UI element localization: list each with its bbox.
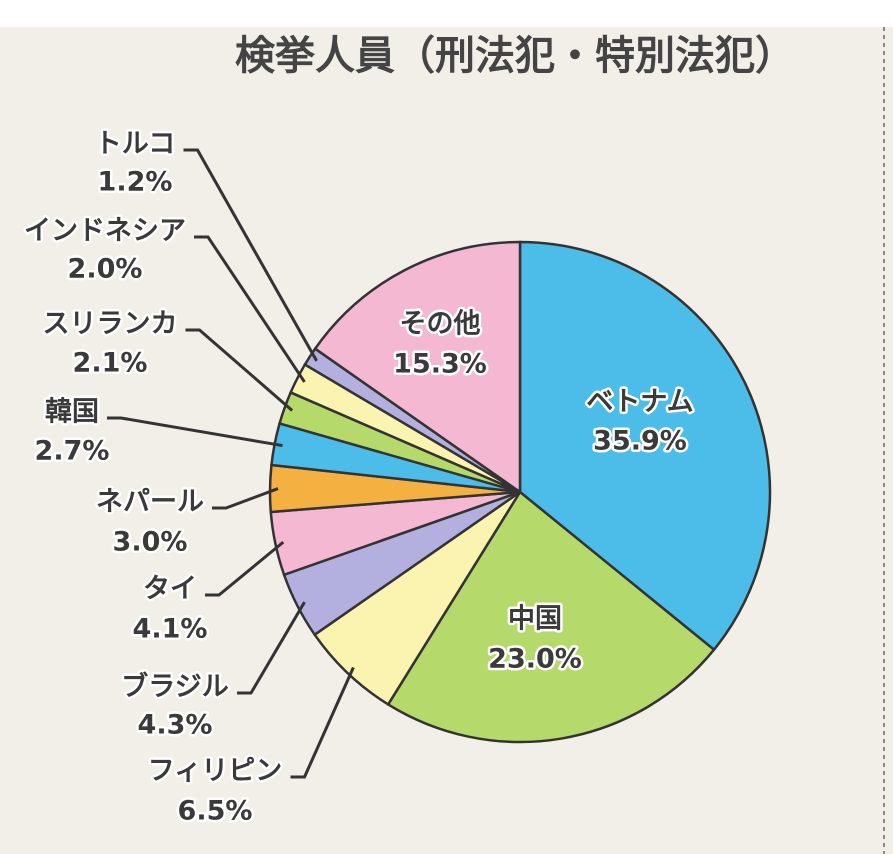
value-label: 1.2% [98,167,173,198]
leader-line [107,416,283,448]
slice-label: フィリピン [148,756,282,787]
slice-label: ブラジル [121,671,228,703]
value-label: 4.1% [133,614,208,645]
leader-line [237,601,306,695]
slice [313,240,522,495]
value-label: 3.0% [113,527,188,558]
slice-label: ネパール [96,487,204,518]
value-label: 23.0% [488,644,582,675]
labels: ベトナム 35.9% 中国 23.0% フィリピン 6.5% ブラジル 4.3% タイ 4.1% ネ… [22,126,697,829]
leader-line [183,148,318,362]
leader-line [290,666,355,779]
slice [386,490,716,744]
top-strip [0,0,893,27]
pie [268,240,772,744]
slice-label: その他 [400,309,481,340]
slice-label: 中国 [508,604,562,635]
slice [518,240,772,652]
leader-line [205,540,285,597]
slice-label: スリランカ [43,309,178,340]
value-label: 2.0% [68,254,143,285]
slice-label: インドネシア [24,216,186,247]
value-label: 15.3% [393,349,487,380]
leader-line [185,328,294,412]
leader-line [194,235,306,383]
value-label: 35.9% [593,426,687,457]
value-label: 2.1% [73,348,148,379]
value-label: 2.7% [35,436,110,467]
slice-label: トルコ [95,129,175,160]
chart-title: 検挙人員（刑法犯・特別法犯） [235,33,795,79]
leader-line [212,487,279,510]
slice-label: タイ [143,574,197,605]
value-label: 4.3% [138,710,213,741]
value-label: 6.5% [178,796,253,827]
slice-label: ベトナム [586,387,693,418]
slice-label: 韓国 [45,397,99,428]
